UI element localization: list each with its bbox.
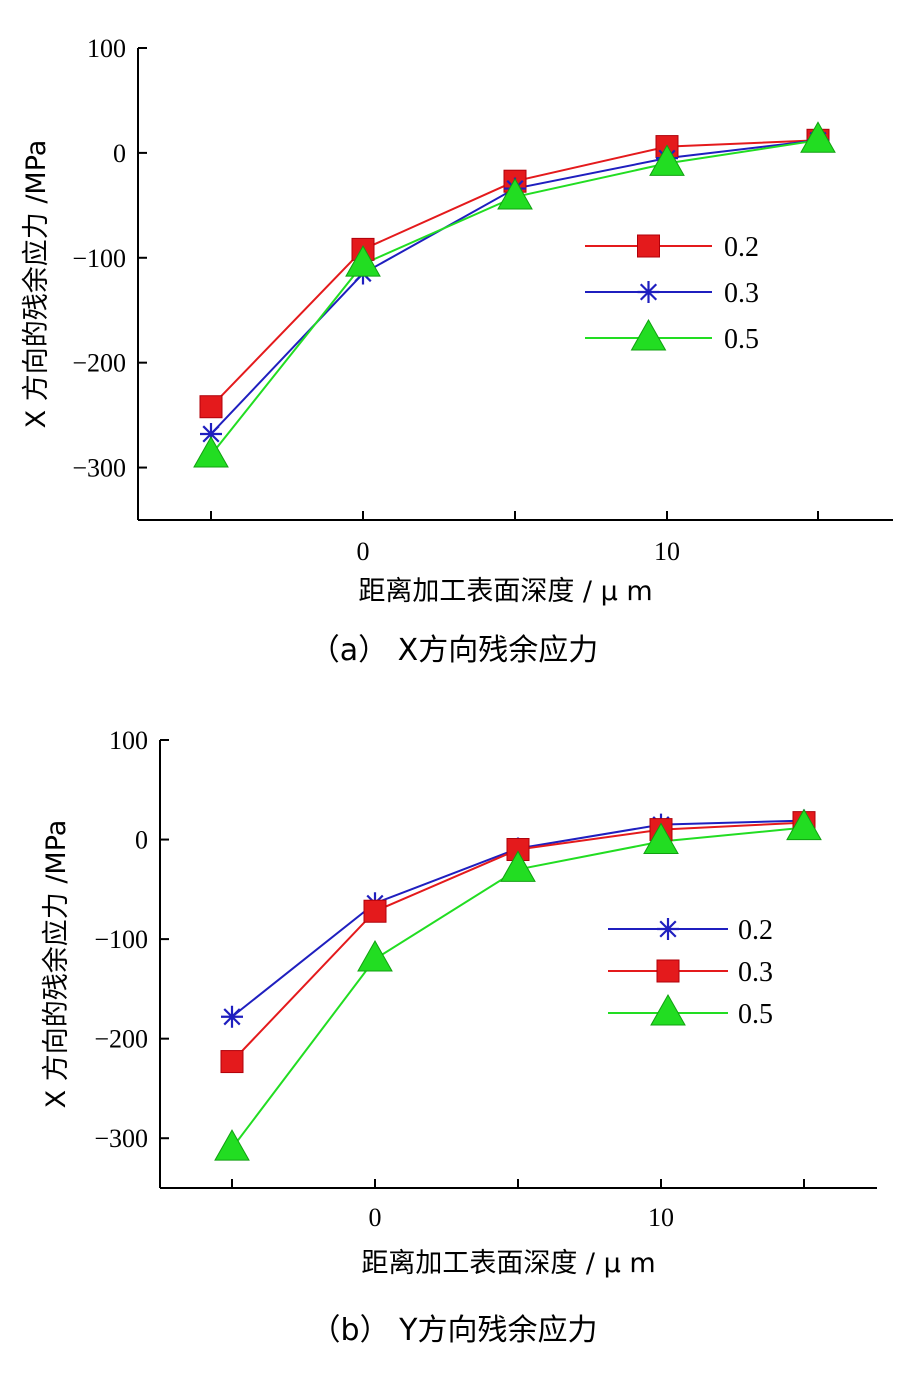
- x-tick-label: 10: [648, 1203, 674, 1232]
- data-point-0.5: [357, 940, 393, 972]
- data-point-0.5: [214, 1129, 250, 1161]
- data-point-0.5: [500, 850, 536, 882]
- data-point-0.2-stroke: [223, 1008, 241, 1026]
- x-tick-label: 10: [654, 537, 680, 566]
- legend-marker-stroke: [639, 283, 658, 301]
- legend-entry-label: 0.3: [738, 957, 773, 988]
- legend-marker: [656, 959, 680, 983]
- legend: 0.2 0.3 0.5: [608, 915, 773, 1030]
- y-tick-label: 0: [113, 139, 126, 168]
- legend-entry-label: 0.2: [738, 915, 773, 946]
- legend-entry-label: 0.3: [724, 278, 759, 309]
- data-point-0.5: [497, 177, 533, 210]
- data-point-0.2: [221, 1005, 243, 1028]
- y-tick-label: −100: [94, 925, 148, 954]
- data-point-0.5: [649, 144, 685, 176]
- chart-y-residual-stress: 100 0 −100 −200 −300 0 10 距离加工表面深度 / μ m X 方向的残余…: [41, 726, 877, 1348]
- data-point-0.3: [363, 899, 387, 923]
- legend-marker: [630, 318, 667, 351]
- legend-marker-stroke: [659, 920, 677, 938]
- data-point-0.5: [643, 822, 679, 855]
- x-tick-label: 0: [369, 1203, 382, 1232]
- data-point-0.3: [200, 422, 222, 445]
- legend-marker: [637, 281, 660, 303]
- y-tick-label: −300: [72, 454, 126, 483]
- legend-marker: [657, 918, 679, 940]
- figure-caption: （b） Y方向残余应力: [311, 1313, 598, 1348]
- y-tick-label: 100: [87, 34, 126, 63]
- data-point-0.5: [193, 435, 229, 468]
- x-axis-label: 距离加工表面深度 / μ m: [358, 576, 652, 607]
- data-point-0.5: [800, 121, 836, 153]
- data-point-0.3: [220, 1050, 244, 1074]
- y-tick-label: −300: [94, 1124, 148, 1153]
- legend-entry-label: 0.5: [724, 324, 759, 355]
- y-tick-label: −200: [72, 349, 126, 378]
- legend-marker: [637, 234, 660, 258]
- data-point-0.3-stroke: [202, 425, 220, 443]
- y-tick-label: −200: [94, 1025, 148, 1054]
- y-axis-label: X 方向的残余应力 /MPa: [41, 820, 72, 1109]
- x-axis-label: 距离加工表面深度 / μ m: [361, 1248, 655, 1279]
- legend-marker: [650, 993, 686, 1026]
- data-point-0.5: [786, 808, 822, 841]
- y-tick-label: −100: [72, 244, 126, 273]
- data-point-0.5: [345, 245, 381, 277]
- legend-entry-label: 0.5: [738, 999, 773, 1030]
- y-tick-label: 100: [109, 726, 148, 755]
- legend: 0.2 0.3 0.5: [585, 232, 759, 355]
- figure-caption: （a） X方向残余应力: [310, 633, 598, 668]
- data-point-0.2: [199, 395, 223, 419]
- y-tick-label: 0: [135, 826, 148, 855]
- y-axis-label: X 方向的残余应力 /MPa: [21, 140, 52, 429]
- legend-entry-label: 0.2: [724, 232, 759, 263]
- x-tick-label: 0: [357, 537, 370, 566]
